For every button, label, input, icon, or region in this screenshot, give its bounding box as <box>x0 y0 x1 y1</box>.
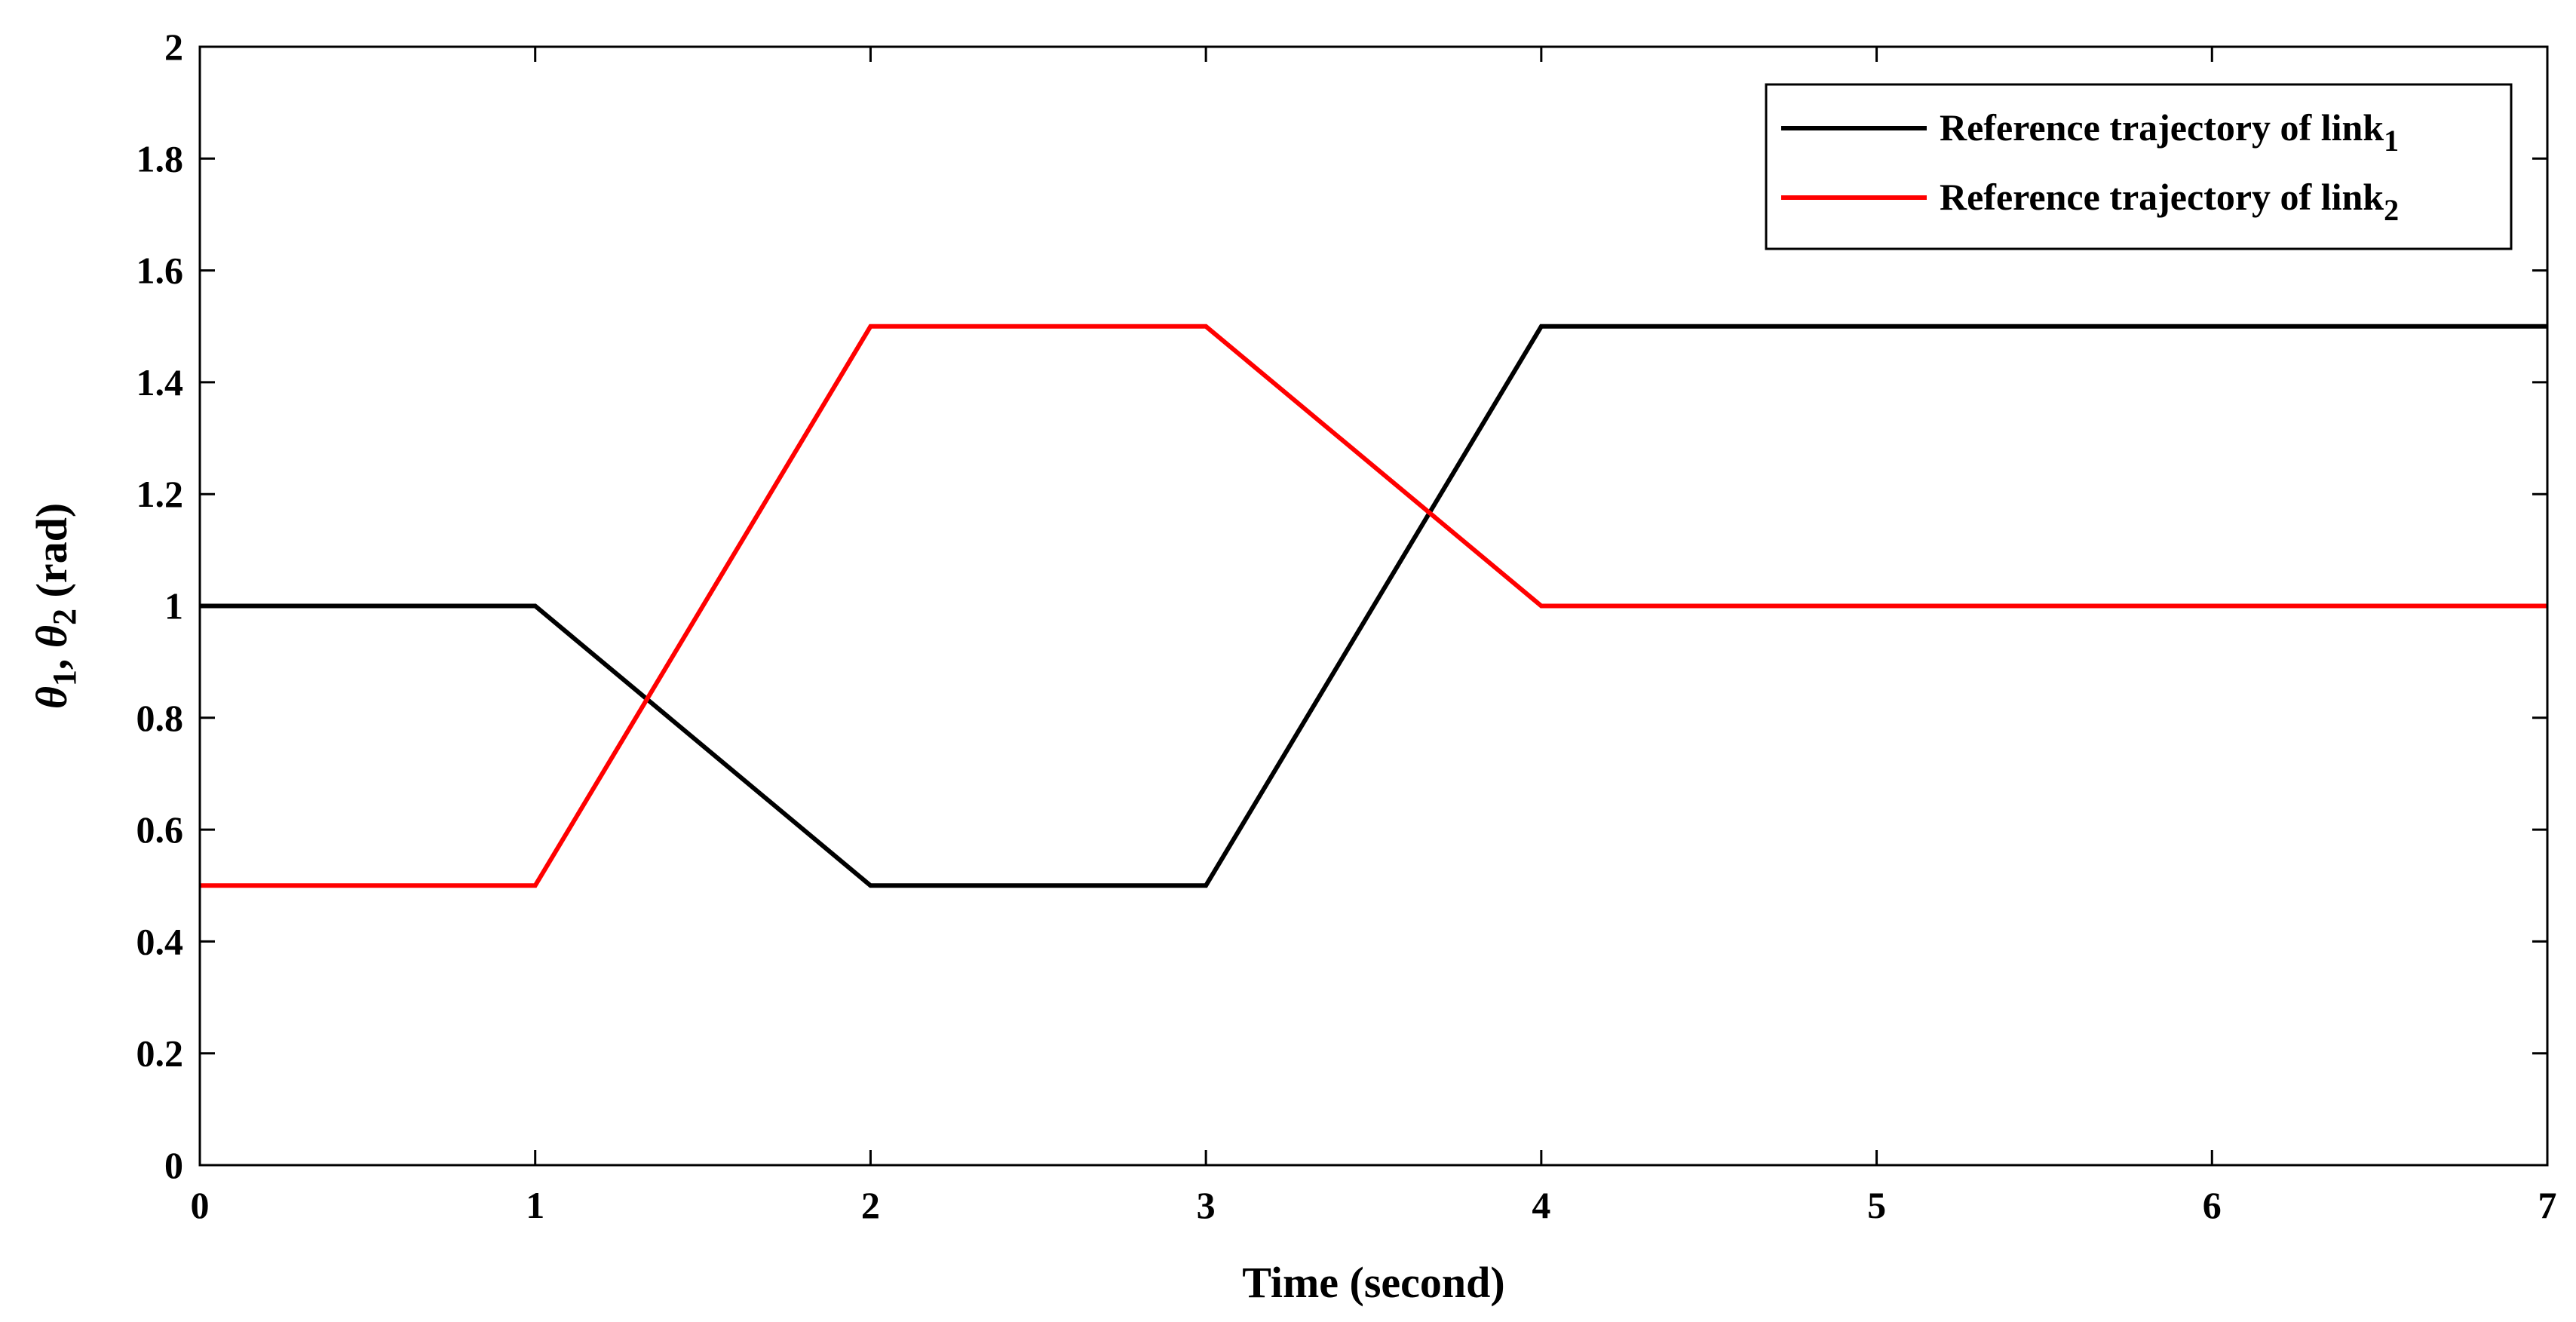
y-axis-title-part: 2 <box>46 609 83 625</box>
x-axis-title: Time (second) <box>1242 1258 1505 1307</box>
tick-labels-layer: 0 1 2 3 4 5 6 7 0 0.2 0.4 0.6 0.8 1 1.2 1.4 1.6 1.8 2 <box>136 26 2557 1226</box>
y-axis-title-part: θ <box>27 625 76 648</box>
legend-label-subscript: 1 <box>2384 124 2399 158</box>
y-axis-title: θ1, θ2 (rad) <box>27 503 83 709</box>
x-tick-label: 1 <box>526 1184 544 1226</box>
y-tick-label: 0 <box>164 1144 183 1186</box>
legend-box <box>1765 83 2513 250</box>
series-layer <box>200 324 2547 888</box>
y-tick-label: 1 <box>164 585 183 627</box>
legend-label-1: Reference trajectory of link1 <box>1940 106 2399 158</box>
y-tick-label: 0.2 <box>136 1032 184 1075</box>
series-line-1 <box>200 324 2547 888</box>
ticks-layer <box>198 45 2549 1167</box>
legend-label-text: Reference trajectory of link <box>1940 176 2384 218</box>
x-tick-label: 7 <box>2538 1184 2557 1226</box>
legend-label-subscript: 2 <box>2384 193 2399 227</box>
x-tick-label: 2 <box>861 1184 880 1226</box>
x-tick-label: 5 <box>1867 1184 1886 1226</box>
y-tick-label: 1.8 <box>136 137 184 179</box>
y-tick-label: 1.4 <box>136 361 184 403</box>
x-tick-label: 0 <box>191 1184 210 1226</box>
x-tick-label: 4 <box>1532 1184 1550 1226</box>
y-tick-label: 0.4 <box>136 920 184 962</box>
y-tick-label: 2 <box>164 26 183 68</box>
y-axis-title-part: (rad) <box>27 503 76 609</box>
x-tick-label: 6 <box>2203 1184 2222 1226</box>
plot-area-frame <box>198 45 2549 1167</box>
y-tick-label: 0.8 <box>136 697 184 739</box>
y-tick-label: 0.6 <box>136 808 184 851</box>
legend-label-text: Reference trajectory of link <box>1940 106 2384 149</box>
legend-label-2: Reference trajectory of link2 <box>1940 176 2399 227</box>
y-axis-title-part: , <box>27 648 76 670</box>
y-axis-title-part: 1 <box>46 670 83 686</box>
y-tick-label: 1.2 <box>136 473 184 515</box>
x-tick-label: 3 <box>1197 1184 1216 1226</box>
y-tick-label: 1.6 <box>136 250 184 292</box>
y-axis-title-part: θ <box>27 686 76 709</box>
series-line-2 <box>200 324 2547 888</box>
